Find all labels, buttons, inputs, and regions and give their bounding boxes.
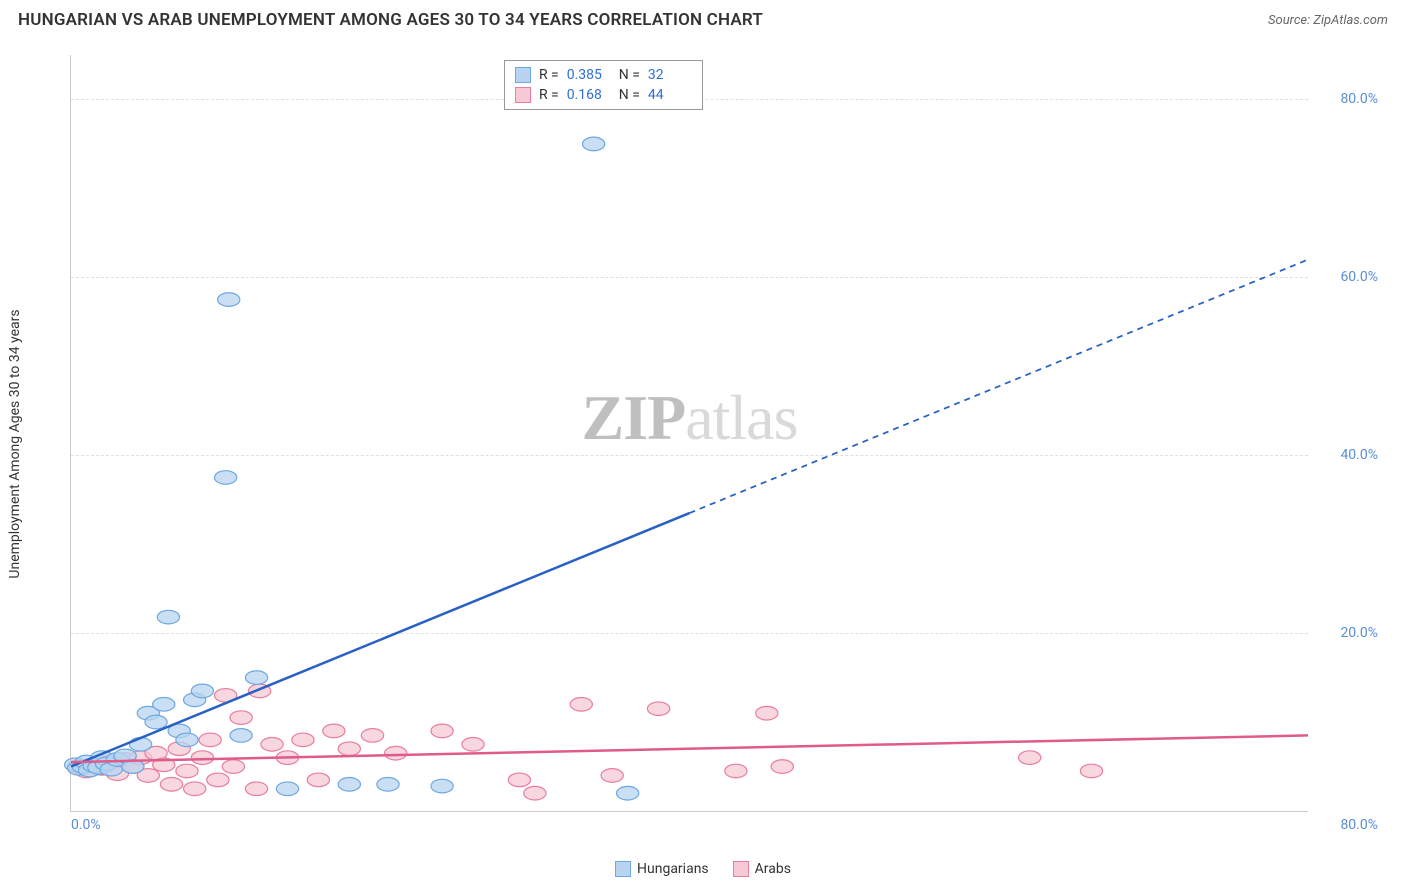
correlation-stats-box: R = 0.385 N = 32 R = 0.168 N = 44: [504, 60, 703, 110]
legend-item-arabs: Arabs: [733, 861, 791, 877]
stat-row-hungarians: R = 0.385 N = 32: [515, 65, 692, 85]
data-point: [756, 706, 778, 720]
data-point: [276, 782, 298, 796]
scatter-svg: [71, 55, 1308, 811]
y-tick-label: 40.0%: [1318, 447, 1378, 463]
n-value-hungarians: 32: [648, 67, 692, 83]
chart-area: Unemployment Among Ages 30 to 34 years Z…: [50, 55, 1388, 832]
data-point: [462, 737, 484, 751]
data-point: [191, 684, 213, 698]
data-point: [307, 773, 329, 787]
data-point: [338, 778, 360, 792]
plot-region: ZIPatlas R = 0.385 N = 32 R = 0.168 N = …: [70, 55, 1308, 812]
stat-row-arabs: R = 0.168 N = 44: [515, 85, 692, 105]
data-point: [214, 471, 236, 485]
data-point: [377, 778, 399, 792]
data-point: [771, 760, 793, 774]
data-point: [160, 778, 182, 792]
data-point: [582, 137, 604, 151]
data-point: [176, 764, 198, 778]
data-point: [601, 769, 623, 783]
data-point: [191, 751, 213, 765]
data-point: [323, 724, 345, 738]
data-point: [176, 733, 198, 747]
data-point: [157, 610, 179, 624]
legend-item-hungarians: Hungarians: [615, 861, 709, 877]
data-point: [431, 724, 453, 738]
chart-legend: Hungarians Arabs: [615, 861, 791, 877]
data-point: [431, 779, 453, 793]
chart-source: Source: ZipAtlas.com: [1268, 13, 1388, 28]
data-point: [647, 702, 669, 716]
data-point: [292, 733, 314, 747]
y-axis-label: Unemployment Among Ages 30 to 34 years: [7, 309, 23, 578]
trend-line: [71, 735, 1308, 762]
trend-line: [71, 513, 690, 766]
trend-line-extrapolated: [690, 260, 1309, 513]
data-point: [222, 760, 244, 774]
data-point: [199, 733, 221, 747]
chart-header: HUNGARIAN VS ARAB UNEMPLOYMENT AMONG AGE…: [0, 0, 1406, 36]
data-point: [338, 742, 360, 756]
chart-title: HUNGARIAN VS ARAB UNEMPLOYMENT AMONG AGE…: [18, 10, 763, 30]
n-value-arabs: 44: [648, 87, 692, 103]
data-point: [617, 786, 639, 800]
swatch-hungarians: [515, 67, 531, 83]
r-value-hungarians: 0.385: [567, 67, 611, 83]
y-tick-label: 80.0%: [1318, 91, 1378, 107]
legend-label-hungarians: Hungarians: [637, 861, 709, 877]
x-axis-min: 0.0%: [71, 817, 101, 833]
data-point: [361, 729, 383, 743]
data-point: [207, 773, 229, 787]
data-point: [230, 711, 252, 725]
y-tick-label: 60.0%: [1318, 269, 1378, 285]
data-point: [261, 737, 283, 751]
data-point: [508, 773, 530, 787]
data-point: [129, 737, 151, 751]
data-point: [145, 715, 167, 729]
legend-label-arabs: Arabs: [755, 861, 791, 877]
data-point: [218, 293, 240, 307]
data-point: [1019, 751, 1041, 765]
data-point: [385, 746, 407, 760]
legend-swatch-hungarians: [615, 861, 631, 877]
data-point: [153, 697, 175, 711]
r-value-arabs: 0.168: [567, 87, 611, 103]
data-point: [245, 671, 267, 685]
swatch-arabs: [515, 87, 531, 103]
data-point: [245, 782, 267, 796]
y-tick-label: 20.0%: [1318, 625, 1378, 641]
data-point: [184, 782, 206, 796]
data-point: [524, 786, 546, 800]
data-point: [1080, 764, 1102, 778]
data-point: [230, 729, 252, 743]
legend-swatch-arabs: [733, 861, 749, 877]
x-axis-max: 80.0%: [1318, 817, 1378, 833]
data-point: [570, 697, 592, 711]
data-point: [725, 764, 747, 778]
